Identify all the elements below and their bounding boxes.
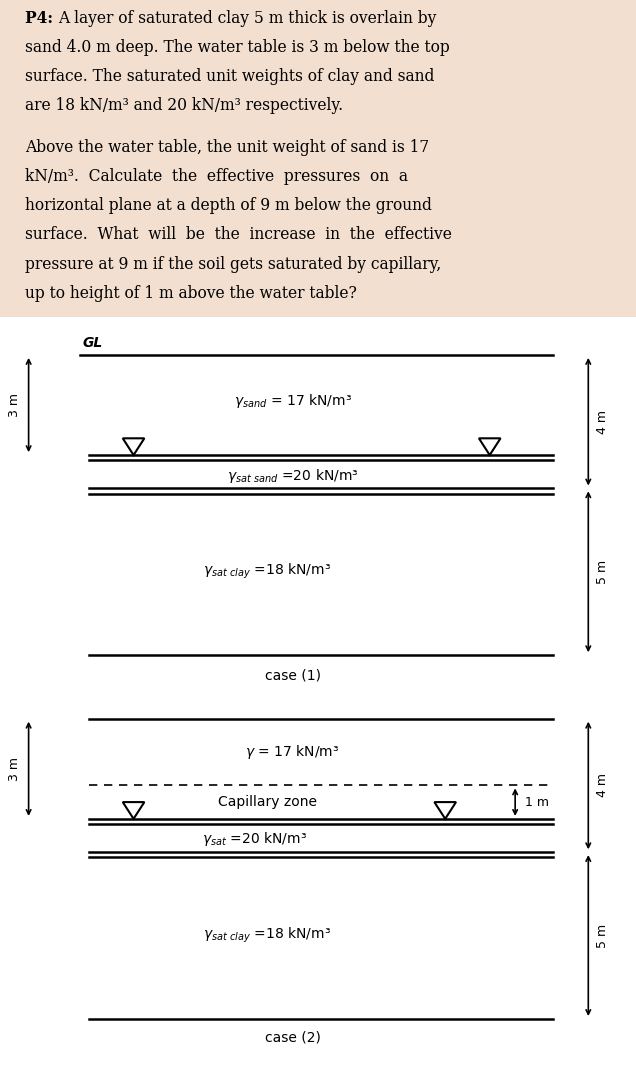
Text: pressure at 9 m if the soil gets saturated by capillary,: pressure at 9 m if the soil gets saturat… bbox=[25, 256, 441, 273]
Text: 4 m: 4 m bbox=[596, 774, 609, 798]
Text: up to height of 1 m above the water table?: up to height of 1 m above the water tabl… bbox=[25, 285, 357, 302]
Text: $\mathit{\gamma}_{sat\ clay}$ =18 kN/m³: $\mathit{\gamma}_{sat\ clay}$ =18 kN/m³ bbox=[203, 926, 331, 945]
Text: 3 m: 3 m bbox=[8, 393, 21, 417]
Text: Above the water table, the unit weight of sand is 17: Above the water table, the unit weight o… bbox=[25, 139, 429, 156]
Text: $\mathit{\gamma}$ = 17 kN/m³: $\mathit{\gamma}$ = 17 kN/m³ bbox=[245, 743, 340, 761]
Text: horizontal plane at a depth of 9 m below the ground: horizontal plane at a depth of 9 m below… bbox=[25, 197, 432, 214]
Text: P4:: P4: bbox=[25, 10, 59, 27]
Text: 3 m: 3 m bbox=[8, 757, 21, 780]
Text: are 18 kN/m³ and 20 kN/m³ respectively.: are 18 kN/m³ and 20 kN/m³ respectively. bbox=[25, 97, 343, 114]
Text: case (2): case (2) bbox=[265, 1030, 321, 1044]
Text: kN/m³.  Calculate  the  effective  pressures  on  a: kN/m³. Calculate the effective pressures… bbox=[25, 168, 408, 185]
Text: 5 m: 5 m bbox=[596, 560, 609, 584]
Text: A layer of saturated clay 5 m thick is overlain by: A layer of saturated clay 5 m thick is o… bbox=[59, 10, 437, 27]
Text: $\mathit{\gamma}_{sat\ sand}$ =20 kN/m³: $\mathit{\gamma}_{sat\ sand}$ =20 kN/m³ bbox=[227, 467, 358, 485]
Text: GL: GL bbox=[83, 336, 103, 350]
Text: $\mathit{\gamma}_{sat}$ =20 kN/m³: $\mathit{\gamma}_{sat}$ =20 kN/m³ bbox=[202, 830, 307, 848]
Text: case (1): case (1) bbox=[265, 669, 321, 683]
Text: $\mathit{\gamma}_{sat\ clay}$ =18 kN/m³: $\mathit{\gamma}_{sat\ clay}$ =18 kN/m³ bbox=[203, 562, 331, 582]
Text: sand 4.0 m deep. The water table is 3 m below the top: sand 4.0 m deep. The water table is 3 m … bbox=[25, 39, 450, 56]
Text: surface. The saturated unit weights of clay and sand: surface. The saturated unit weights of c… bbox=[25, 68, 435, 85]
Text: Capillary zone: Capillary zone bbox=[218, 796, 317, 809]
Text: 1 m: 1 m bbox=[525, 796, 549, 808]
Text: 4 m: 4 m bbox=[596, 410, 609, 433]
Text: surface.  What  will  be  the  increase  in  the  effective: surface. What will be the increase in th… bbox=[25, 227, 452, 243]
Text: $\mathit{\gamma}_{sand}$ = 17 kN/m³: $\mathit{\gamma}_{sand}$ = 17 kN/m³ bbox=[233, 392, 352, 411]
Text: 5 m: 5 m bbox=[596, 923, 609, 948]
